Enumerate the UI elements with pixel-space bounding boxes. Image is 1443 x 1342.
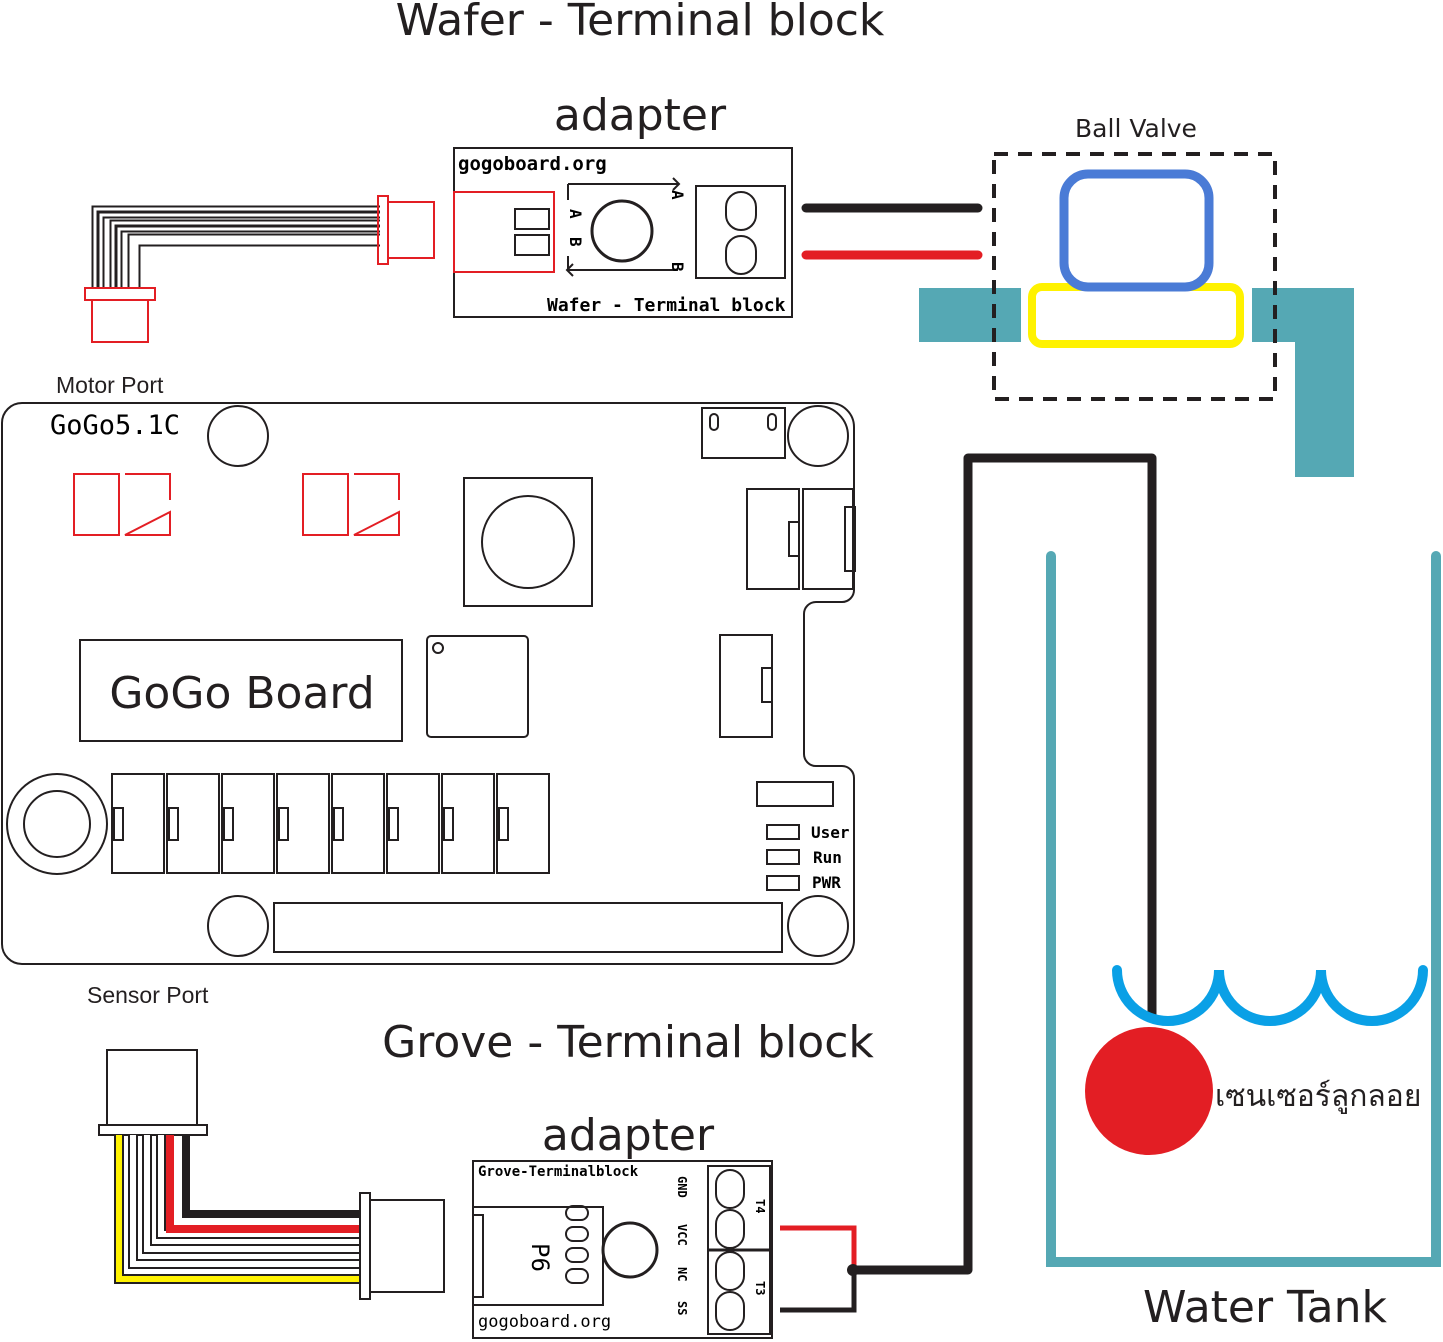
motor-port-connectors: [73, 473, 400, 536]
pipe: [919, 288, 1354, 477]
sensor-port-connectors: [111, 773, 550, 874]
sensor-port-connector-latch: [278, 807, 289, 841]
barrel-jack: [6, 773, 108, 875]
sensor-wire-red: [780, 1225, 857, 1270]
wafer-terminal-board: [453, 147, 793, 318]
gogo-model-label: GoGo5.1C: [50, 410, 180, 441]
wafer-adapter-title-suffix: adapter: [554, 90, 727, 141]
status-leds: [766, 824, 800, 891]
ball-valve-label: Ball Valve: [1075, 114, 1197, 143]
sensor-port-cable: [114, 1135, 360, 1284]
motor-port-label: Motor Port: [56, 372, 164, 398]
sensor-port-plug: [98, 1049, 208, 1136]
led-user-label: User: [811, 823, 850, 842]
sensor-port-connector-latch: [388, 807, 399, 841]
motor-cable-connector-right: [377, 195, 435, 265]
motor-port-cable: [91, 205, 380, 288]
sensor-port-connector-latch: [168, 807, 179, 841]
grove-pin-vcc: VCC: [675, 1224, 689, 1246]
sensor-port-connector: [221, 773, 275, 874]
sensor-port-connector: [441, 773, 495, 874]
float-sensor-wire: [854, 453, 1157, 1275]
sensor-port-connector: [276, 773, 330, 874]
ball-valve-actuator: [1059, 169, 1214, 292]
gogo-board-name: GoGo Board: [109, 668, 374, 719]
water-tank: [1046, 551, 1441, 1267]
side-connectors: [719, 488, 856, 738]
sensor-port-label: Sensor Port: [87, 982, 209, 1008]
sensor-cable-plug-right: [359, 1192, 445, 1300]
grove-terminal-board: [472, 1160, 773, 1339]
grove-term-t4: T4: [753, 1199, 767, 1213]
float-sensor-label: เซนเซอร์ลูกลอย: [1215, 1079, 1421, 1114]
water-tank-label: Water Tank: [1143, 1282, 1387, 1333]
gogo-name-plate: [79, 639, 403, 742]
wafer-pin-b-left: B: [566, 237, 585, 247]
grove-adapter-title-suffix: adapter: [542, 1110, 715, 1161]
grove-board-site: gogoboard.org: [478, 1312, 611, 1332]
water-surface: [1112, 965, 1428, 1026]
wire-junction: [847, 1264, 859, 1276]
pin-header: [273, 902, 783, 953]
mounting-holes: [207, 405, 849, 957]
motor-cable-connector-bottom: [84, 287, 156, 343]
sensor-port-connector-latch: [113, 807, 124, 841]
grove-pin-nc: NC: [675, 1267, 689, 1281]
wafer-board-site: gogoboard.org: [458, 153, 607, 175]
chip: [426, 635, 529, 738]
sensor-port-connector: [111, 773, 165, 874]
grove-term-t3: T3: [753, 1281, 767, 1295]
grove-port-label: P6: [526, 1243, 554, 1272]
ball-valve-body: [1028, 283, 1244, 348]
grove-adapter-title: Grove - Terminal block: [382, 1017, 874, 1068]
grove-pin-gnd: GND: [675, 1176, 689, 1198]
sensor-port-connector-latch: [498, 807, 509, 841]
wafer-adapter-title: Wafer - Terminal block: [396, 0, 885, 46]
sensor-port-connector-latch: [333, 807, 344, 841]
wafer-pin-a-right: A: [668, 190, 687, 200]
sensor-port-connector-latch: [223, 807, 234, 841]
grove-pin-ss: SS: [675, 1301, 689, 1315]
sensor-wire-black-bottom: [780, 1270, 857, 1313]
grove-board-name: Grove-Terminalblock: [478, 1164, 639, 1180]
wafer-board-name: Wafer - Terminal block: [547, 295, 786, 316]
wafer-pin-a-left: A: [566, 209, 585, 219]
button-module: [463, 477, 593, 607]
sensor-port-connector: [331, 773, 385, 874]
led-run-label: Run: [813, 848, 842, 867]
led-pwr-label: PWR: [812, 873, 841, 892]
header-strip: [756, 781, 834, 807]
wafer-pin-b-right: B: [668, 262, 687, 272]
float-sensor: [1085, 1027, 1213, 1155]
sensor-port-connector-latch: [443, 807, 454, 841]
sensor-port-connector: [496, 773, 550, 874]
sensor-port-connector: [386, 773, 440, 874]
power-switch: [701, 407, 786, 459]
sensor-port-connector: [166, 773, 220, 874]
button-icon: [481, 495, 575, 589]
